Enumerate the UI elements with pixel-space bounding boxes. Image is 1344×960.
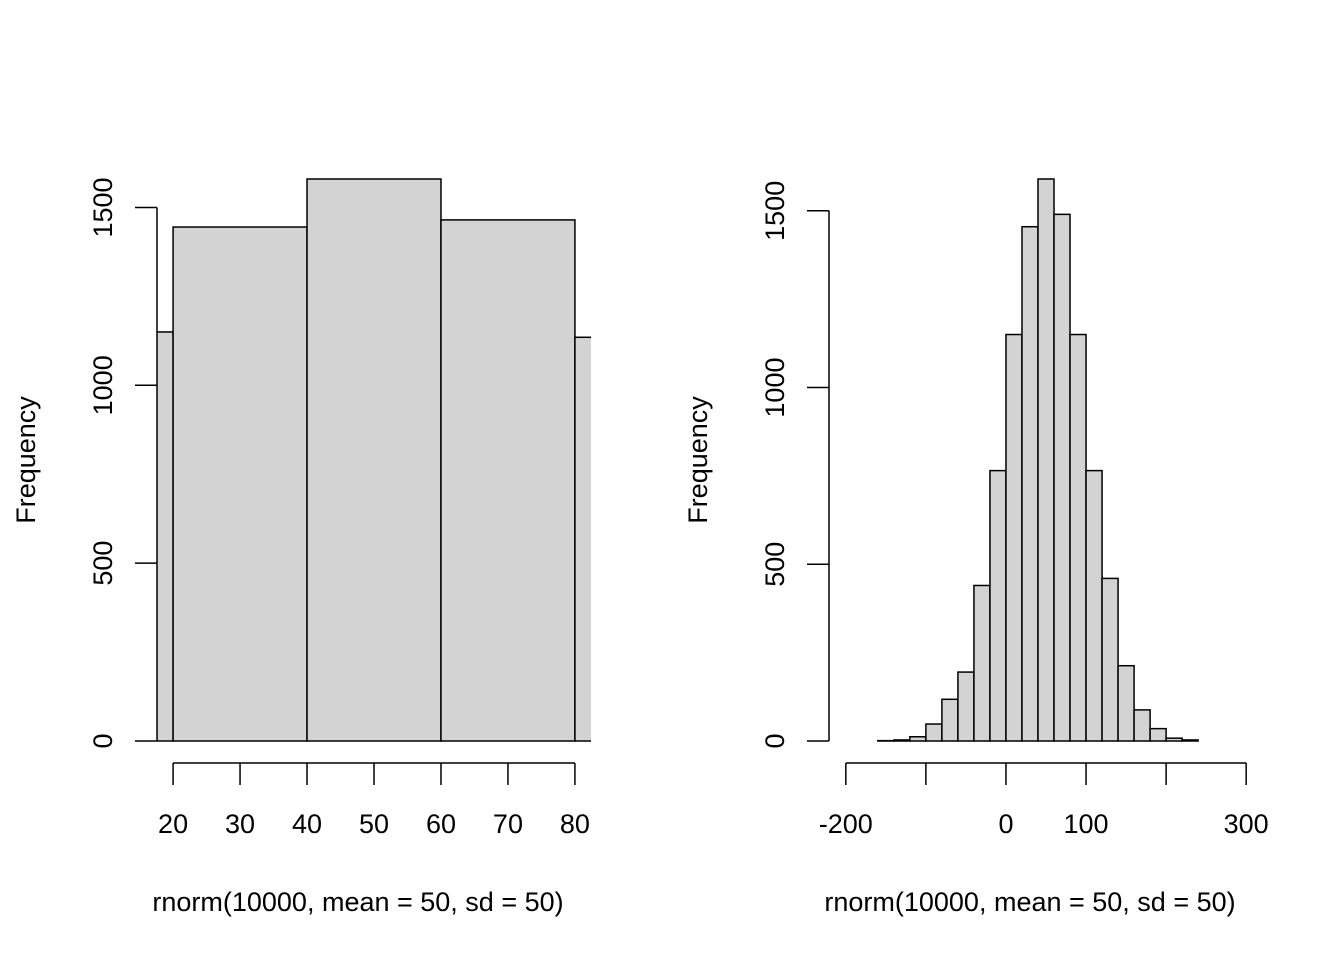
y-tick-label: 0: [88, 733, 118, 748]
bar: [574, 336, 591, 742]
y-axis-label: Frequency: [683, 396, 713, 524]
bar: [1117, 664, 1135, 742]
bar: [1149, 727, 1167, 742]
bar: [1021, 225, 1039, 742]
x-tick-label: 100: [1064, 809, 1109, 839]
bar: [909, 736, 927, 742]
bar: [1133, 709, 1151, 742]
bar: [1181, 739, 1199, 742]
bar: [989, 469, 1007, 742]
bar: [1037, 178, 1055, 742]
y-tick-label: 500: [88, 541, 118, 586]
x-tick-label: 20: [158, 809, 188, 839]
x-tick-label: 60: [426, 809, 456, 839]
bar: [1053, 213, 1071, 742]
x-tick-label: 40: [292, 809, 322, 839]
y-tick-label: 0: [760, 733, 790, 748]
bar: [1101, 577, 1119, 742]
bar: [1085, 469, 1103, 742]
x-tick-label: -200: [819, 809, 873, 839]
y-tick-label: 1000: [760, 358, 790, 418]
x-tick-label: 300: [1224, 809, 1269, 839]
x-tick-label: 70: [493, 809, 523, 839]
bar: [925, 723, 943, 742]
bars: [877, 178, 1199, 742]
bar: [941, 698, 959, 742]
x-tick-label: 30: [225, 809, 255, 839]
bar: [172, 226, 308, 742]
x-tick-label: 80: [560, 809, 590, 839]
bar: [957, 671, 975, 742]
bars: [157, 178, 591, 742]
x-tick-label: 0: [998, 809, 1013, 839]
y-tick-label: 500: [760, 542, 790, 587]
x-tick-label: 50: [359, 809, 389, 839]
x-axis-label: rnorm(10000, mean = 50, sd = 50): [152, 887, 563, 917]
y-axis-label: Frequency: [11, 396, 41, 524]
y-tick-label: 1500: [760, 181, 790, 241]
bar: [306, 178, 442, 742]
bar: [1005, 333, 1023, 742]
x-axis-label: rnorm(10000, mean = 50, sd = 50): [824, 887, 1235, 917]
bar: [973, 584, 991, 742]
bar: [893, 739, 911, 742]
bar: [440, 219, 576, 742]
bar: [1069, 333, 1087, 742]
bar: [1165, 737, 1183, 742]
y-tick-label: 1000: [88, 355, 118, 415]
y-tick-label: 1500: [88, 177, 118, 237]
